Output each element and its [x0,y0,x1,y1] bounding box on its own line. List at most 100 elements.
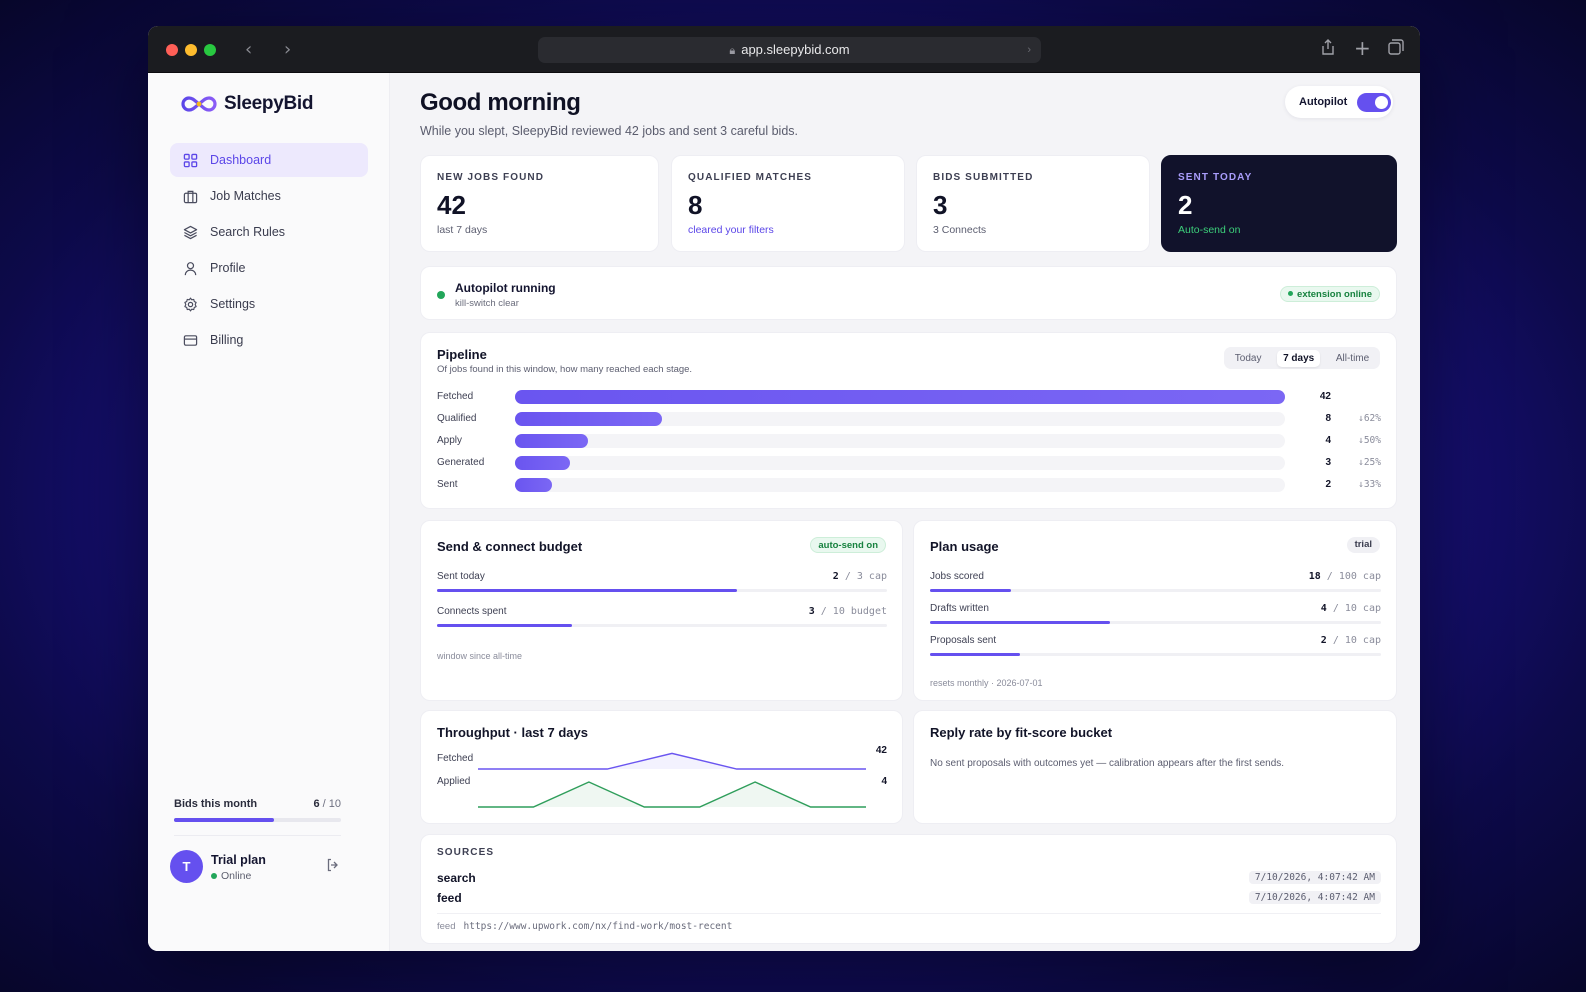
pipeline-track [515,412,1285,426]
sidebar-divider [174,835,341,836]
pipeline-stage-label: Apply [437,435,463,446]
bids-month-progress [174,818,275,822]
source-name: search [437,871,476,885]
brand-logo[interactable]: SleepyBid [180,93,313,115]
pipeline-drop: ↓50% [1358,435,1381,446]
pipeline-row: Apply 4 ↓50% [437,433,1381,449]
maximize-window-button[interactable] [204,44,216,56]
meter-value: 4 / 10 cap [1320,603,1381,614]
extension-status-badge: extension online [1280,286,1380,302]
meter-track [930,621,1381,624]
meter-track [437,624,887,627]
budget-card: Send & connect budget auto-send on Sent … [420,520,903,701]
toggle-knob [1375,96,1388,109]
brand-name: SleepyBid [224,93,314,114]
stat-card-new-jobs[interactable]: NEW JOBS FOUND 42 last 7 days [420,155,659,252]
address-bar[interactable]: 🔒︎ app.sleepybid.com › [538,37,1041,63]
sidebar-item-job-matches[interactable]: Job Matches [170,179,368,213]
stat-sub: Auto-send on [1178,224,1241,236]
sources-heading: SOURCES [437,847,495,858]
range-option-all-time[interactable]: All-time [1335,352,1370,364]
sources-card: SOURCES search 7/10/2026, 4:07:42 AM fee… [420,834,1397,944]
stat-label: NEW JOBS FOUND [437,172,545,183]
stat-sub: 3 Connects [933,224,987,236]
tab-overview-icon[interactable] [1388,39,1404,59]
throughput-series-total: 42 [876,745,888,756]
throughput-card: Throughput · last 7 days Fetched 42 Applie… [420,710,903,824]
autopilot-toggle-wrapper: Autopilot [1285,86,1393,118]
throughput-area [478,782,866,807]
status-sub: kill-switch clear [455,298,519,309]
user-card[interactable]: T Trial plan Online [170,850,348,884]
meter-fill [437,624,572,627]
pipeline-stage-label: Fetched [437,391,474,402]
stat-value: 3 [933,190,948,220]
autopilot-label: Autopilot [1299,96,1348,108]
stat-value: 2 [1178,190,1193,220]
throughput-line [478,781,866,808]
meter-label: Jobs scored [930,571,984,582]
pipeline-subtitle: Of jobs found in this window, how many r… [437,364,693,375]
sidebar-item-profile[interactable]: Profile [170,251,368,285]
feed-url-link[interactable]: https://www.upwork.com/nx/find-work/most… [463,921,733,932]
autopilot-toggle[interactable] [1357,93,1391,112]
browser-titlebar: ‹ › 🔒︎ app.sleepybid.com › + [148,26,1420,73]
sidebar-item-label: Settings [210,297,256,311]
source-timestamp: 7/10/2026, 4:07:42 AM [1248,891,1381,904]
page-subtitle: While you slept, SleepyBid reviewed 42 j… [420,124,798,138]
plan-title: Plan usage [930,539,999,554]
sidebar-item-label: Profile [210,261,246,275]
url-text: app.sleepybid.com [741,42,850,57]
sidebar: SleepyBid Dashboard Job Matches Search R… [148,73,390,951]
meter-fill [437,589,738,592]
pipeline-row: Generated 3 ↓25% [437,455,1381,471]
meter-value: 2 / 10 cap [1320,635,1381,646]
sidebar-item-dashboard[interactable]: Dashboard [170,143,368,177]
logout-icon[interactable] [326,858,340,876]
range-selector: Today 7 days All-time [1224,347,1380,369]
throughput-line [478,752,866,770]
bids-this-month: Bids this month 6 / 10 [174,798,341,822]
range-option-7-days[interactable]: 7 days [1277,349,1321,367]
feed-url-line: feed https://www.upwork.com/nx/find-work/… [437,921,733,932]
pipeline-bar [515,390,1285,404]
layers-icon [183,225,198,239]
pipeline-drop: ↓25% [1358,457,1381,468]
online-dot-icon [211,873,217,879]
close-window-button[interactable] [166,44,178,56]
pipeline-bar [515,434,589,448]
stat-card-bids-submitted[interactable]: BIDS SUBMITTED 3 3 Connects [916,155,1150,252]
range-option-today[interactable]: Today [1234,352,1262,364]
bids-month-track [174,818,341,822]
budget-footnote: window since all-time [437,651,523,661]
meter-label: Connects spent [437,606,507,617]
pipeline-bar [515,456,570,470]
stat-label: QUALIFIED MATCHES [688,172,813,183]
share-icon[interactable] [1321,39,1335,59]
meter-fill [930,621,1111,624]
pipeline-count: 42 [1319,391,1331,402]
budget-title: Send & connect budget [437,539,583,554]
auto-send-badge: auto-send on [810,537,886,553]
gear-icon [184,297,197,311]
minimize-window-button[interactable] [185,44,197,56]
stat-card-sent-today[interactable]: SENT TODAY 2 Auto-send on [1161,155,1397,252]
sidebar-item-search-rules[interactable]: Search Rules [170,215,368,249]
back-arrow-icon[interactable]: ‹ [245,39,253,60]
new-tab-icon[interactable]: + [1354,36,1371,60]
meter-value: 18 / 100 cap [1308,571,1381,582]
pipeline-track [515,456,1285,470]
autopilot-status-card: Autopilot running kill-switch clear exte… [420,266,1397,320]
throughput-title: Throughput · last 7 days [437,725,588,740]
pipeline-stage-label: Sent [437,479,458,490]
pipeline-track [515,478,1285,492]
pipeline-bar [515,412,662,426]
sidebar-item-billing[interactable]: Billing [170,323,368,357]
plan-usage-card: Plan usage trial Jobs scored 18 / 100 cap… [913,520,1397,701]
meter-fill [930,653,1021,656]
stat-card-qualified[interactable]: QUALIFIED MATCHES 8 cleared your filters [671,155,905,252]
avatar[interactable]: T [170,850,203,883]
source-row: feed 7/10/2026, 4:07:42 AM [437,891,1381,907]
sidebar-item-settings[interactable]: Settings [170,287,368,321]
forward-arrow-icon[interactable]: › [284,39,292,60]
